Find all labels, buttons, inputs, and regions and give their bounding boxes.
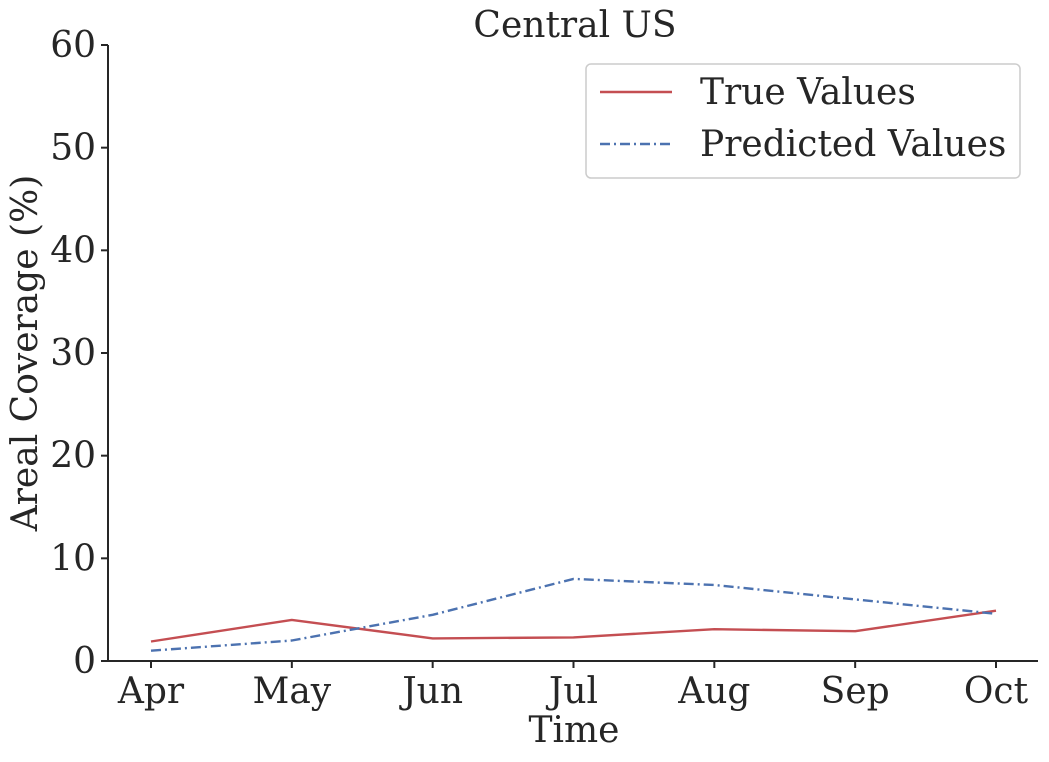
chart-title: Central US (473, 5, 676, 46)
y-tick-label: 30 (50, 333, 96, 374)
y-tick-label: 60 (50, 25, 96, 66)
y-tick-label: 50 (50, 128, 96, 169)
x-axis: Apr May Jun Jul Aug Sep Oct (108, 660, 1038, 712)
legend-label-2: Predicted Values (700, 124, 1006, 165)
y-axis-label: Areal Coverage (%) (5, 175, 46, 533)
x-tick-label: Apr (117, 671, 185, 712)
x-tick-label: Aug (677, 671, 750, 712)
x-tick-label: Jul (545, 671, 598, 712)
x-tick-label: Jun (398, 671, 463, 712)
y-tick-label: 10 (50, 538, 96, 579)
series-layer (150, 577, 997, 652)
series-line-1 (150, 609, 997, 643)
x-tick-label: Oct (964, 671, 1029, 712)
legend-label-1: True Values (700, 72, 916, 113)
y-tick-label: 40 (50, 230, 96, 271)
y-tick-label: 0 (73, 641, 96, 682)
x-tick-label: May (252, 671, 331, 712)
y-axis: 0 10 20 30 40 50 60 (50, 25, 109, 682)
series-line-2 (150, 577, 997, 652)
legend-box (585, 63, 1021, 179)
legend: True Values Predicted Values (585, 63, 1021, 179)
x-axis-label: Time (529, 710, 620, 751)
x-tick-label: Sep (821, 671, 890, 712)
y-tick-label: 20 (50, 436, 96, 477)
